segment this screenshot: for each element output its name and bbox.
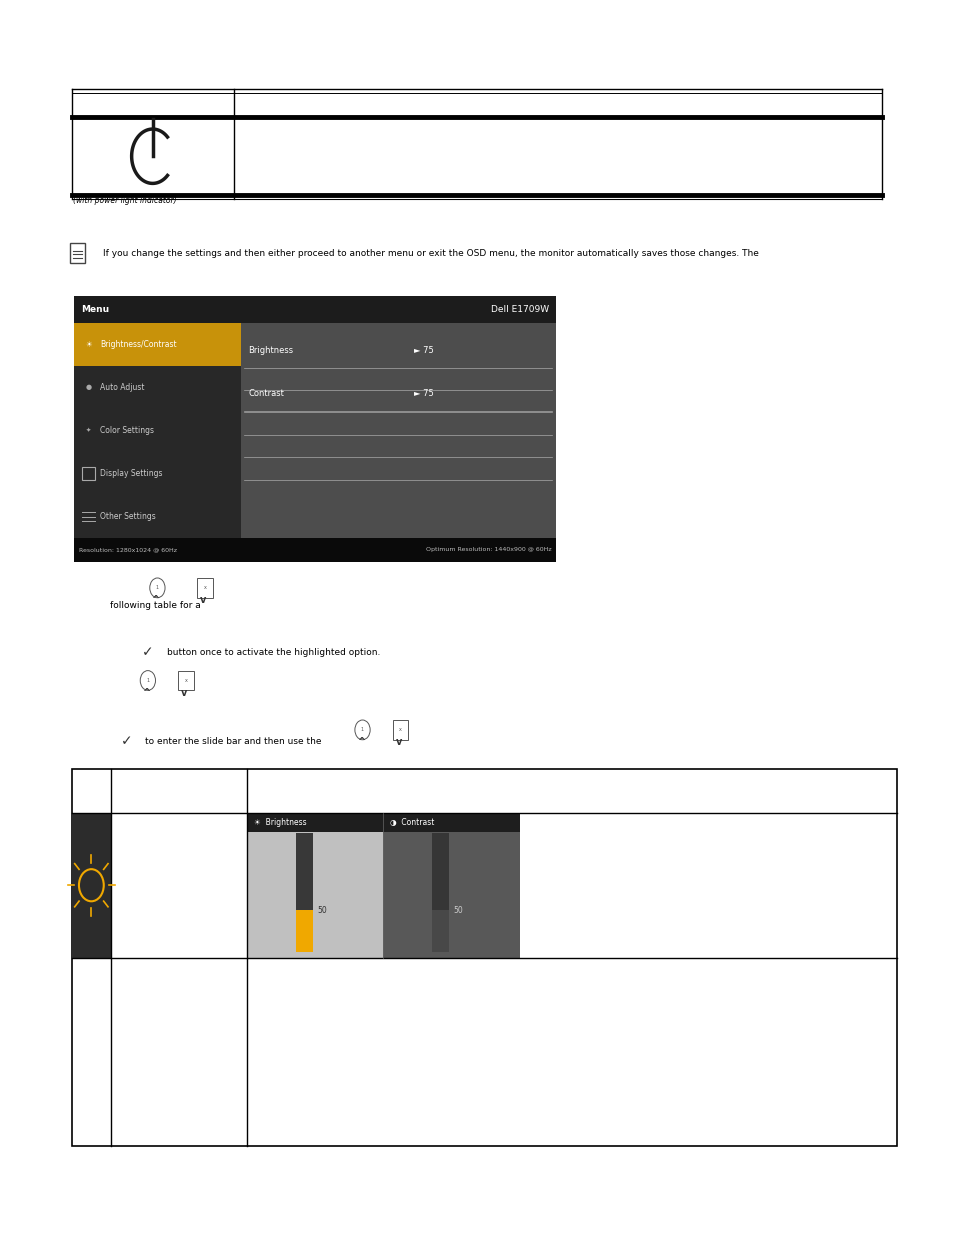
Bar (74, 296, 556, 324)
Text: Brightness: Brightness (248, 346, 294, 356)
Text: ☀: ☀ (85, 340, 92, 350)
Text: x: x (398, 727, 402, 732)
Text: Contrast: Contrast (248, 389, 284, 399)
Text: ✓: ✓ (121, 734, 132, 748)
Text: v: v (181, 688, 187, 698)
Text: ✦: ✦ (86, 429, 91, 433)
Text: Other Settings: Other Settings (100, 513, 155, 521)
Text: Menu: Menu (81, 305, 109, 314)
Bar (70, 243, 85, 263)
Text: ^: ^ (152, 595, 159, 605)
Text: 50: 50 (453, 905, 462, 915)
Bar (178, 671, 193, 690)
Bar (197, 578, 213, 598)
Text: ► 75: ► 75 (414, 346, 434, 356)
Text: v: v (395, 737, 401, 747)
Bar (71, 813, 112, 958)
Text: Display Settings: Display Settings (100, 469, 163, 478)
Text: ^: ^ (356, 737, 364, 747)
Text: If you change the settings and then either proceed to another menu or exit the O: If you change the settings and then eith… (103, 248, 759, 258)
Text: ◑  Contrast: ◑ Contrast (390, 818, 434, 826)
Text: Brightness/Contrast: Brightness/Contrast (100, 340, 176, 350)
Text: Resolution: 1280x1024 @ 60Hz: Resolution: 1280x1024 @ 60Hz (79, 547, 177, 552)
Bar (295, 910, 313, 952)
Text: ► 75: ► 75 (414, 389, 434, 399)
Bar (383, 813, 519, 831)
Text: 1: 1 (360, 727, 364, 732)
Text: Auto Adjust: Auto Adjust (100, 383, 145, 391)
Text: ☀  Brightness: ☀ Brightness (253, 818, 306, 826)
Bar (74, 322, 240, 366)
Text: x: x (203, 585, 207, 590)
Text: (with power light indicator): (with power light indicator) (73, 196, 177, 205)
Text: Color Settings: Color Settings (100, 426, 154, 435)
Bar (432, 910, 449, 952)
Text: 1: 1 (155, 585, 159, 590)
Text: to enter the slide bar and then use the: to enter the slide bar and then use the (145, 736, 321, 746)
Text: Optimum Resolution: 1440x900 @ 60Hz: Optimum Resolution: 1440x900 @ 60Hz (425, 547, 551, 552)
Text: following table for a: following table for a (110, 600, 200, 610)
Bar (295, 834, 313, 910)
Text: 1: 1 (146, 678, 150, 683)
Bar (74, 322, 240, 538)
Bar (74, 538, 556, 562)
Bar (432, 834, 449, 910)
Text: ●: ● (86, 384, 91, 390)
Bar (247, 813, 383, 831)
Text: ✓: ✓ (142, 645, 153, 659)
Bar (383, 813, 519, 958)
Text: v: v (200, 595, 206, 605)
Text: x: x (184, 678, 188, 683)
Bar (393, 720, 408, 740)
Bar (247, 813, 383, 958)
Bar (74, 296, 556, 562)
Text: 50: 50 (316, 905, 326, 915)
Bar (240, 322, 556, 538)
Bar (82, 467, 95, 479)
Bar (71, 769, 896, 1146)
Text: Dell E1709W: Dell E1709W (491, 305, 549, 314)
Text: ^: ^ (142, 688, 150, 698)
Text: button once to activate the highlighted option.: button once to activate the highlighted … (167, 647, 380, 657)
